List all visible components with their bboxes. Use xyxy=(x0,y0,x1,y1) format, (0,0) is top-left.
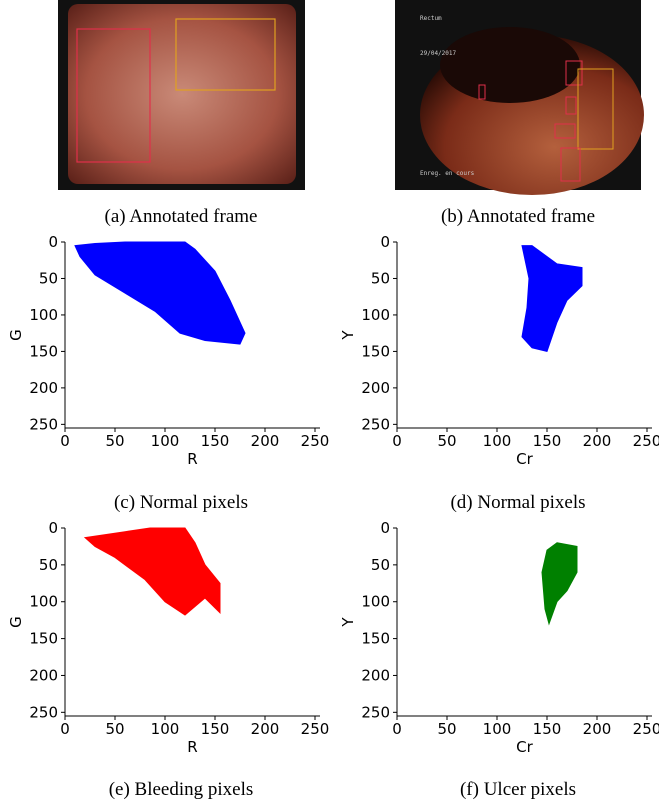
image-a xyxy=(58,0,305,190)
x-tick-label: 150 xyxy=(533,432,562,450)
x-tick-label: 250 xyxy=(633,720,659,738)
y-tick-label: 50 xyxy=(39,269,58,287)
x-tick-label: 100 xyxy=(151,432,180,450)
x-tick-label: 0 xyxy=(60,720,70,738)
x-tick-label: 250 xyxy=(301,720,330,738)
y-tick-label: 250 xyxy=(29,703,58,721)
y-tick-label: 200 xyxy=(361,379,390,397)
x-tick-label: 250 xyxy=(301,432,330,450)
x-tick-label: 200 xyxy=(583,720,612,738)
x-axis-label: Cr xyxy=(516,450,533,468)
x-tick-label: 100 xyxy=(151,720,180,738)
x-tick-label: 50 xyxy=(105,432,124,450)
x-tick-label: 200 xyxy=(251,432,280,450)
overlay-text: Rectum xyxy=(420,15,442,22)
caption: (b) Annotated frame xyxy=(441,206,595,227)
y-tick-label: 250 xyxy=(361,415,390,433)
x-tick-label: 0 xyxy=(60,432,70,450)
y-axis-label: Y xyxy=(339,330,357,341)
x-tick-label: 50 xyxy=(437,720,456,738)
caption: (a) Annotated frame xyxy=(105,206,258,227)
y-tick-label: 200 xyxy=(29,379,58,397)
y-tick-label: 100 xyxy=(361,306,390,324)
y-tick-label: 50 xyxy=(371,556,390,574)
point-cloud xyxy=(83,527,221,616)
y-tick-label: 150 xyxy=(29,630,58,648)
y-tick-label: 200 xyxy=(29,666,58,684)
point-cloud xyxy=(74,241,246,345)
y-tick-label: 250 xyxy=(361,703,390,721)
x-axis-label: Cr xyxy=(516,738,533,756)
x-axis-label: R xyxy=(187,738,197,756)
y-tick-label: 50 xyxy=(371,269,390,287)
overlay-text: Enreg. en cours xyxy=(420,170,475,177)
x-tick-label: 200 xyxy=(251,720,280,738)
point-cloud xyxy=(521,245,583,353)
y-tick-label: 100 xyxy=(29,306,58,324)
y-tick-label: 250 xyxy=(29,415,58,433)
caption: (d) Normal pixels xyxy=(450,492,585,513)
y-axis-label: G xyxy=(7,329,25,341)
y-tick-label: 150 xyxy=(361,630,390,648)
overlay-text: 29/04/2017 xyxy=(420,50,457,57)
y-tick-label: 0 xyxy=(380,233,390,251)
x-tick-label: 150 xyxy=(201,720,230,738)
x-tick-label: 0 xyxy=(392,720,402,738)
y-axis-label: Y xyxy=(339,617,357,628)
y-tick-label: 150 xyxy=(29,342,58,360)
caption: (e) Bleeding pixels xyxy=(109,779,254,800)
y-axis-label: G xyxy=(7,616,25,628)
y-tick-label: 100 xyxy=(29,593,58,611)
x-tick-label: 250 xyxy=(633,432,659,450)
x-tick-label: 200 xyxy=(583,432,612,450)
y-tick-label: 200 xyxy=(361,666,390,684)
x-tick-label: 150 xyxy=(201,432,230,450)
caption: (f) Ulcer pixels xyxy=(460,779,576,800)
x-tick-label: 0 xyxy=(392,432,402,450)
y-tick-label: 150 xyxy=(361,342,390,360)
point-cloud xyxy=(541,542,578,626)
x-axis-label: R xyxy=(187,450,197,468)
x-tick-label: 150 xyxy=(533,720,562,738)
x-tick-label: 100 xyxy=(483,432,512,450)
y-tick-label: 0 xyxy=(380,519,390,537)
caption: (c) Normal pixels xyxy=(114,492,248,513)
y-tick-label: 0 xyxy=(48,233,58,251)
x-tick-label: 50 xyxy=(437,432,456,450)
x-tick-label: 100 xyxy=(483,720,512,738)
y-tick-label: 100 xyxy=(361,593,390,611)
y-tick-label: 50 xyxy=(39,556,58,574)
x-tick-label: 50 xyxy=(105,720,124,738)
y-tick-label: 0 xyxy=(48,519,58,537)
image-b: Rectum 29/04/2017 Enreg. en cours xyxy=(395,0,644,195)
